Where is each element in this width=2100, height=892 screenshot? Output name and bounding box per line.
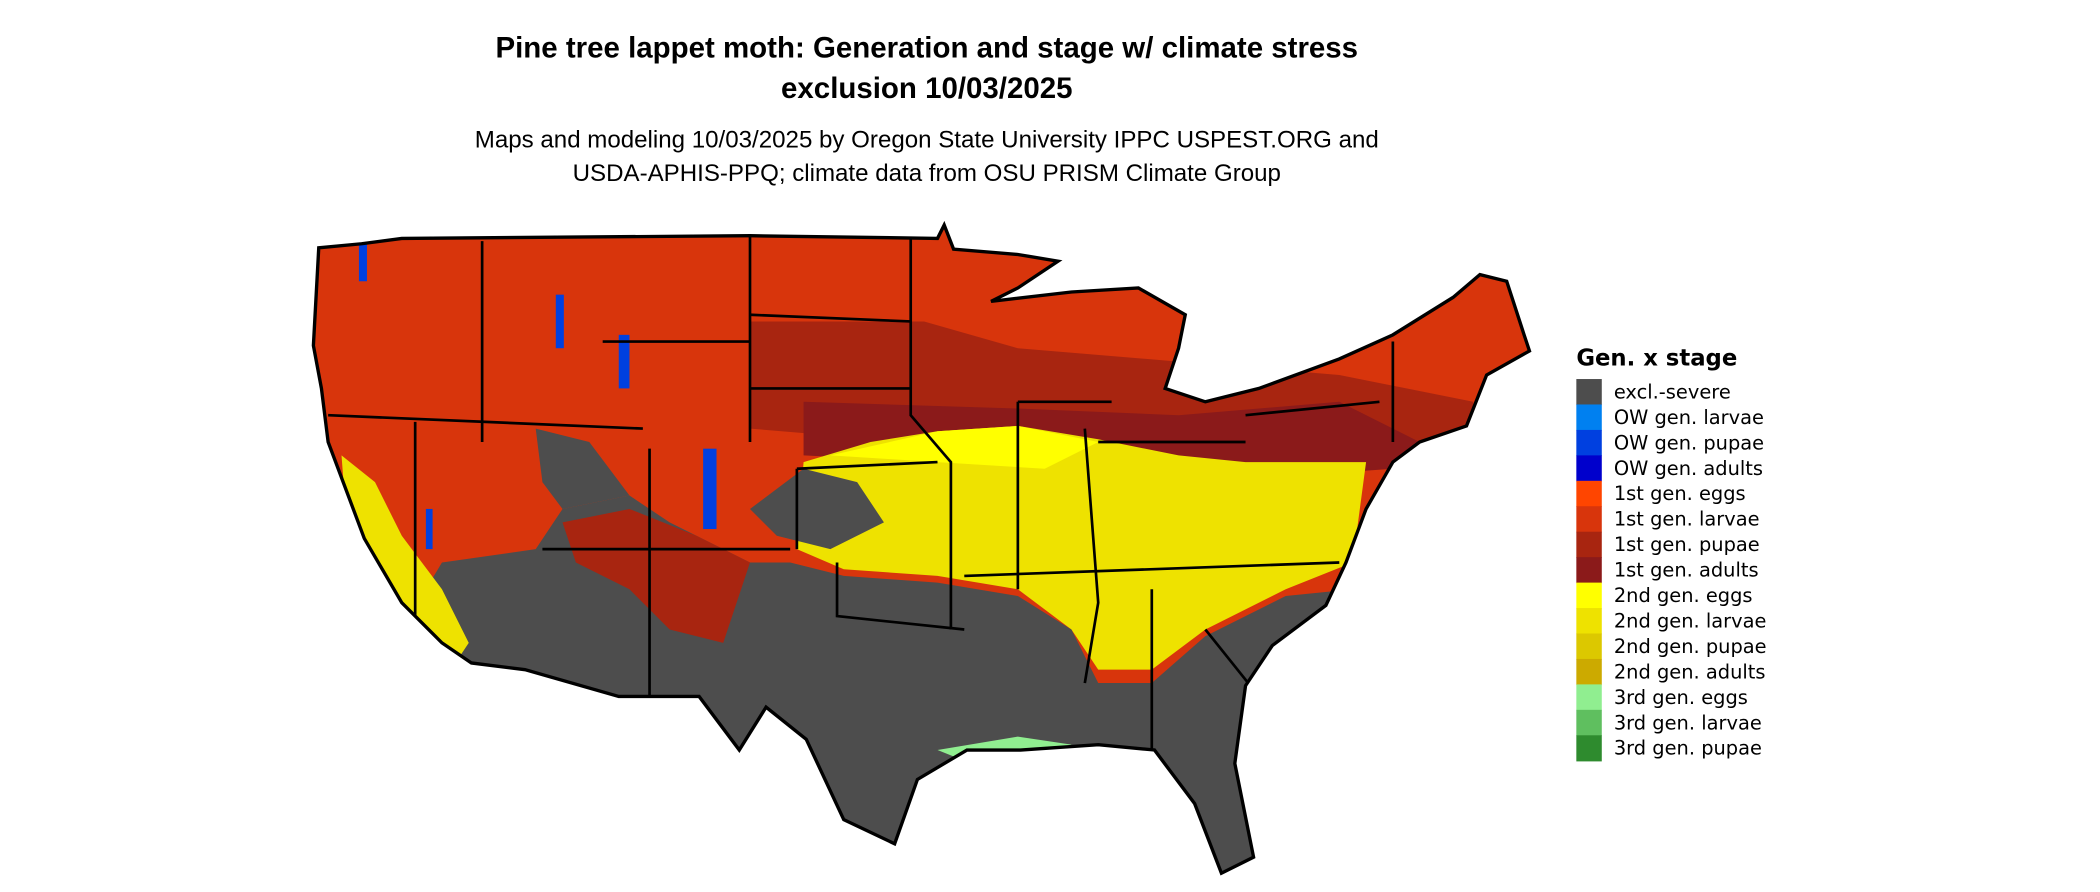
legend-label: 3rd gen. larvae [1614,711,1762,734]
legend-swatch [1576,658,1602,686]
legend-swatch [1576,557,1602,584]
legend-swatch [1576,633,1602,660]
map-title-line2: exclusion 10/03/2025 [781,72,1072,105]
legend-swatch [1576,608,1602,635]
zone-2nd-gen-larvae-coast [341,455,469,663]
ow-patch [555,294,564,349]
legend-swatch [1576,684,1602,711]
ow-patch [425,508,433,550]
ow-patch [703,448,717,530]
legend-label: 1st gen. pupae [1614,533,1760,556]
zone-excl-severe-plains [750,468,884,550]
legend-label: 3rd gen. eggs [1614,686,1748,709]
legend-label: OW gen. larvae [1614,406,1764,429]
state-borders [328,235,1395,751]
legend-label: OW gen. adults [1614,457,1763,480]
legend-swatch [1576,455,1602,482]
legend-swatch [1576,531,1602,558]
legend-label: 3rd gen. pupae [1614,737,1762,760]
map-subtitle-line2: USDA-APHIS-PPQ; climate data from OSU PR… [573,160,1281,187]
legend-label: 1st gen. eggs [1614,482,1746,505]
legend-swatch [1576,379,1602,406]
us-map [313,225,1530,874]
legend-swatch [1576,735,1602,762]
ow-patch [358,241,367,282]
legend-label: 2nd gen. eggs [1614,584,1753,607]
legend-label: excl.-severe [1614,380,1731,403]
zone-2nd-gen-eggs [830,425,1099,469]
zone-excl-severe-great-basin [535,428,630,509]
legend-swatch [1576,429,1602,457]
legend-label: OW gen. pupae [1614,431,1764,454]
map-subtitle-line1: Maps and modeling 10/03/2025 by Oregon S… [475,126,1379,153]
legend-label: 2nd gen. pupae [1614,635,1767,658]
zone-2nd-gen-larvae [796,425,1367,670]
legend-swatch [1576,506,1602,533]
legend-title: Gen. x stage [1576,346,1737,372]
legend-label: 2nd gen. larvae [1614,609,1767,632]
legend-swatch [1576,709,1602,736]
map-title-line1: Pine tree lappet moth: Generation and st… [495,32,1358,65]
zone-1st-gen-pupae-sw [562,508,750,643]
legend-swatch [1576,480,1602,507]
legend-swatch [1576,404,1602,431]
legend-swatch [1576,582,1602,609]
legend-label: 2nd gen. adults [1614,660,1766,683]
zone-ow-gen-pupae-patches [358,241,717,550]
legend-label: 1st gen. adults [1614,559,1759,582]
ow-patch [618,334,630,389]
legend-label: 1st gen. larvae [1614,508,1760,531]
